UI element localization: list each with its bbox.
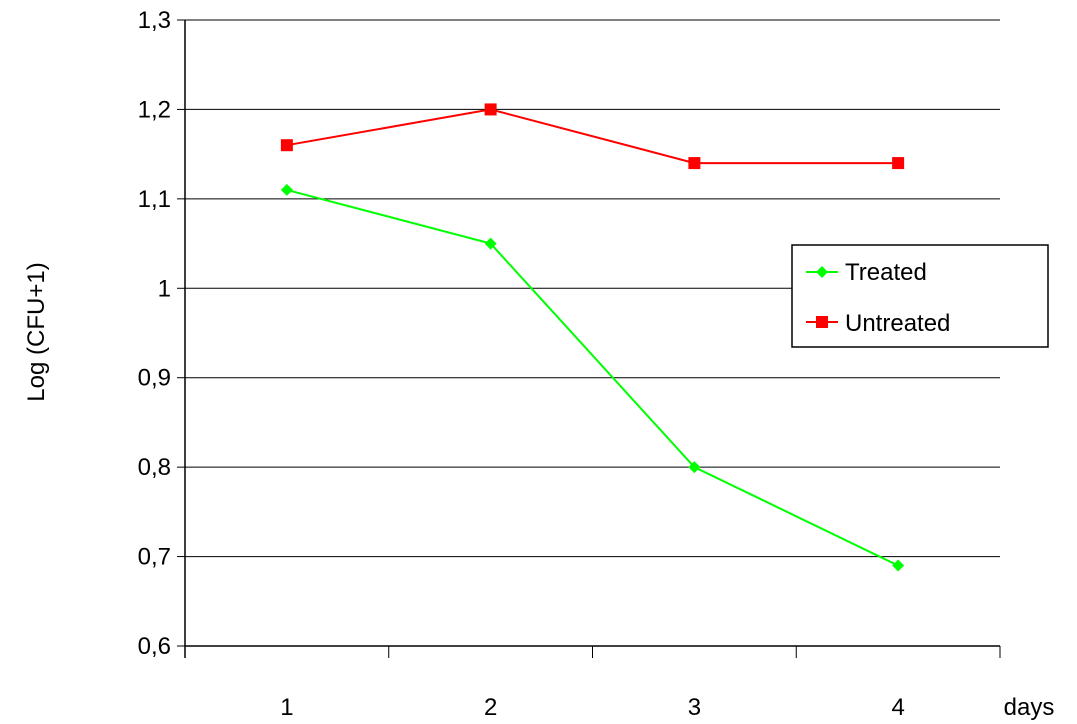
y-tick-label: 1,2 (138, 96, 171, 123)
legend-marker-untreated (816, 316, 828, 328)
data-point-treated (484, 237, 497, 250)
y-tick-label: 1,3 (138, 7, 171, 34)
legend: Treated Untreated (791, 244, 1049, 348)
y-tick-label: 0,8 (138, 454, 171, 481)
series-line-treated (286, 188, 899, 567)
data-point-untreated (892, 157, 905, 170)
x-tick-label: 1 (280, 694, 293, 721)
data-point-treated (280, 183, 293, 196)
data-point-untreated (484, 103, 497, 116)
data-point-treated (892, 559, 905, 572)
x-tick-label: 3 (688, 694, 701, 721)
legend-marker-treated (816, 266, 828, 278)
x-tick-labels: 1 2 3 4 (280, 694, 905, 721)
y-tick-label: 1,1 (138, 186, 171, 213)
x-tick-label: 4 (891, 694, 904, 721)
series-line-untreated (286, 108, 899, 165)
y-tick-label: 0,9 (138, 365, 171, 392)
legend-label-treated: Treated (845, 259, 927, 286)
legend-box (791, 244, 1049, 348)
legend-item-treated: Treated (806, 259, 927, 286)
y-tick-label: 0,7 (138, 544, 171, 571)
y-tick-label: 0,6 (138, 633, 171, 660)
x-axis-title: days (1004, 694, 1055, 721)
y-tick-labels: 0,6 0,7 0,8 0,9 1 1,1 1,2 1,3 (138, 7, 171, 660)
data-point-untreated (280, 139, 293, 152)
series-layer (280, 103, 905, 572)
y-axis-title: Log (CFU+1) (23, 262, 50, 401)
x-tick-label: 2 (484, 694, 497, 721)
data-point-treated (688, 461, 701, 474)
axes (177, 19, 1001, 658)
y-tick-label: 1 (158, 275, 171, 302)
legend-item-untreated: Untreated (806, 310, 950, 337)
data-point-untreated (688, 157, 701, 170)
legend-label-untreated: Untreated (845, 310, 950, 337)
